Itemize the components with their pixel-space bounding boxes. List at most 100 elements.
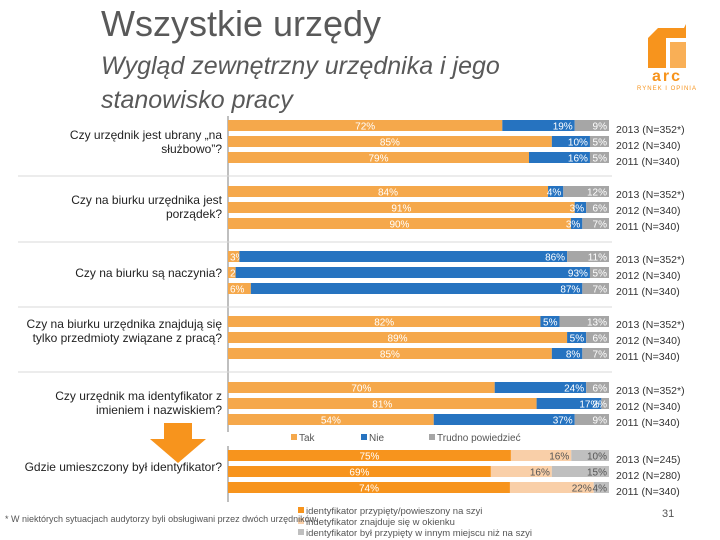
bar-data-label: 81% bbox=[372, 400, 392, 411]
bar-segment-c bbox=[589, 136, 609, 147]
bar-segment-a bbox=[228, 202, 575, 213]
bar-data-label: 4% bbox=[593, 484, 608, 495]
bar-segment-a bbox=[228, 251, 240, 262]
bar-data-label: 5% bbox=[593, 138, 608, 149]
bar-segment-b bbox=[510, 450, 572, 461]
page-number: 31 bbox=[662, 508, 675, 520]
bar-segment-c bbox=[593, 482, 609, 493]
year-label: 2013 (N=352*) bbox=[616, 254, 685, 266]
year-label: 2011 (N=340) bbox=[616, 486, 680, 498]
year-label: 2012 (N=340) bbox=[616, 140, 681, 152]
bar-segment-b bbox=[540, 316, 560, 327]
question-label-6: Gdzie umieszczony był identyfikator? bbox=[24, 460, 222, 474]
year-label: 2012 (N=340) bbox=[616, 401, 681, 413]
bar-data-label: 17% bbox=[579, 400, 599, 411]
bar-segment-b bbox=[551, 348, 583, 359]
bar-data-label: 10% bbox=[568, 138, 588, 149]
bar-segment-b bbox=[567, 332, 587, 343]
bar-segment-b bbox=[490, 466, 552, 477]
bar-segment-b bbox=[574, 202, 587, 213]
year-labels-q2: 2013 (N=352*) 2012 (N=340) 2011 (N=340) bbox=[616, 187, 685, 235]
question-label-4: Czy na biurku urzędnika znajdują się tyl… bbox=[26, 317, 222, 345]
bar-segment-a bbox=[228, 283, 251, 294]
bar-data-label: 70% bbox=[351, 384, 371, 395]
bar-data-label: 69% bbox=[349, 468, 369, 479]
bar-data-label: 75% bbox=[359, 452, 379, 463]
bar-data-label: 93% bbox=[568, 269, 588, 280]
bar-segment-c bbox=[582, 218, 609, 229]
bar-segment-c bbox=[589, 152, 609, 163]
bar-data-label: 6% bbox=[593, 384, 608, 395]
bar-segment-b bbox=[433, 414, 575, 425]
bar-data-label: 16% bbox=[530, 468, 550, 479]
bar-data-label: 19% bbox=[553, 122, 573, 133]
year-label: 2012 (N=340) bbox=[616, 270, 681, 282]
bar-segment-c bbox=[574, 120, 609, 131]
year-labels-q6: 2013 (N=245) 2012 (N=280) 2011 (N=340) bbox=[616, 452, 681, 500]
bar-segment-a bbox=[228, 482, 510, 493]
bar-data-label: 7% bbox=[593, 350, 608, 361]
bar-data-label: 5% bbox=[593, 269, 608, 280]
year-label: 2011 (N=340) bbox=[616, 286, 680, 298]
down-arrow-icon bbox=[150, 423, 206, 463]
bar-data-label: 87% bbox=[560, 285, 580, 296]
year-label: 2013 (N=245) bbox=[616, 454, 681, 466]
page-subtitle: Wygląd zewnętrzny urzędnika i jego stano… bbox=[101, 52, 500, 114]
bar-segment-c bbox=[582, 348, 609, 359]
bar-segment-a bbox=[228, 398, 537, 409]
bar-segment-b bbox=[235, 267, 590, 278]
bar-segment-c bbox=[601, 398, 609, 409]
bar-data-label: 6% bbox=[593, 204, 608, 215]
legend-label: identyfikator przypięty/powieszony na sz… bbox=[306, 506, 482, 517]
year-labels-q4: 2013 (N=352*) 2012 (N=340) 2011 (N=340) bbox=[616, 317, 685, 365]
year-label: 2011 (N=340) bbox=[616, 221, 680, 233]
bar-segment-c bbox=[571, 450, 609, 461]
bar-segment-b bbox=[536, 398, 602, 409]
bar-data-label: 4% bbox=[547, 188, 562, 199]
bar-data-label: 6% bbox=[230, 285, 245, 296]
bar-data-label: 24% bbox=[564, 384, 584, 395]
bar-data-label: 2% bbox=[593, 400, 608, 411]
year-labels-q1: 2013 (N=352*) 2012 (N=340) 2011 (N=340) bbox=[616, 122, 685, 170]
bar-data-label: 3% bbox=[230, 253, 245, 264]
legend-label: Trudno powiedzieć bbox=[437, 433, 521, 444]
bar-data-label: 91% bbox=[391, 204, 411, 215]
arc-logo-icon bbox=[648, 24, 686, 68]
bar-segment-c bbox=[551, 466, 609, 477]
question-label-5: Czy urzędnik ma identyfikator z imieniem… bbox=[55, 389, 222, 417]
bar-data-label: 86% bbox=[545, 253, 565, 264]
bar-segment-a bbox=[228, 316, 541, 327]
year-label: 2012 (N=340) bbox=[616, 335, 681, 347]
bar-data-label: 8% bbox=[566, 350, 581, 361]
bar-segment-b bbox=[528, 152, 590, 163]
year-label: 2013 (N=352*) bbox=[616, 385, 685, 397]
bar-segment-c bbox=[586, 332, 609, 343]
bar-segment-a bbox=[228, 218, 571, 229]
bar-data-label: 3% bbox=[570, 204, 585, 215]
bar-segment-c bbox=[574, 414, 609, 425]
year-labels-q5: 2013 (N=352*) 2012 (N=340) 2011 (N=340) bbox=[616, 383, 685, 431]
bar-data-label: 9% bbox=[593, 122, 608, 133]
bar-segment-b bbox=[239, 251, 568, 262]
bar-data-label: 82% bbox=[374, 318, 394, 329]
bar-data-label: 16% bbox=[568, 154, 588, 165]
bar-data-label: 85% bbox=[380, 138, 400, 149]
bar-data-label: 5% bbox=[593, 154, 608, 165]
legend-swatch bbox=[429, 434, 435, 440]
bar-data-label: 6% bbox=[593, 334, 608, 345]
bar-data-label: 79% bbox=[368, 154, 388, 165]
year-label: 2013 (N=352*) bbox=[616, 189, 685, 201]
bar-segment-a bbox=[228, 120, 503, 131]
bar-segment-b bbox=[551, 136, 590, 147]
logo-text: arc bbox=[651, 68, 683, 85]
legend-swatch bbox=[291, 434, 297, 440]
bar-data-label: 12% bbox=[587, 188, 607, 199]
bar-segment-a bbox=[228, 267, 236, 278]
bar-segment-c bbox=[586, 202, 609, 213]
legend-label: Nie bbox=[369, 433, 384, 444]
bar-segment-b bbox=[570, 218, 583, 229]
year-label: 2013 (N=352*) bbox=[616, 124, 685, 136]
bar-data-label: 7% bbox=[593, 220, 608, 231]
question-label-2: Czy na biurku urzędnika jest porządek? bbox=[71, 193, 222, 221]
bar-segment-c bbox=[567, 251, 609, 262]
